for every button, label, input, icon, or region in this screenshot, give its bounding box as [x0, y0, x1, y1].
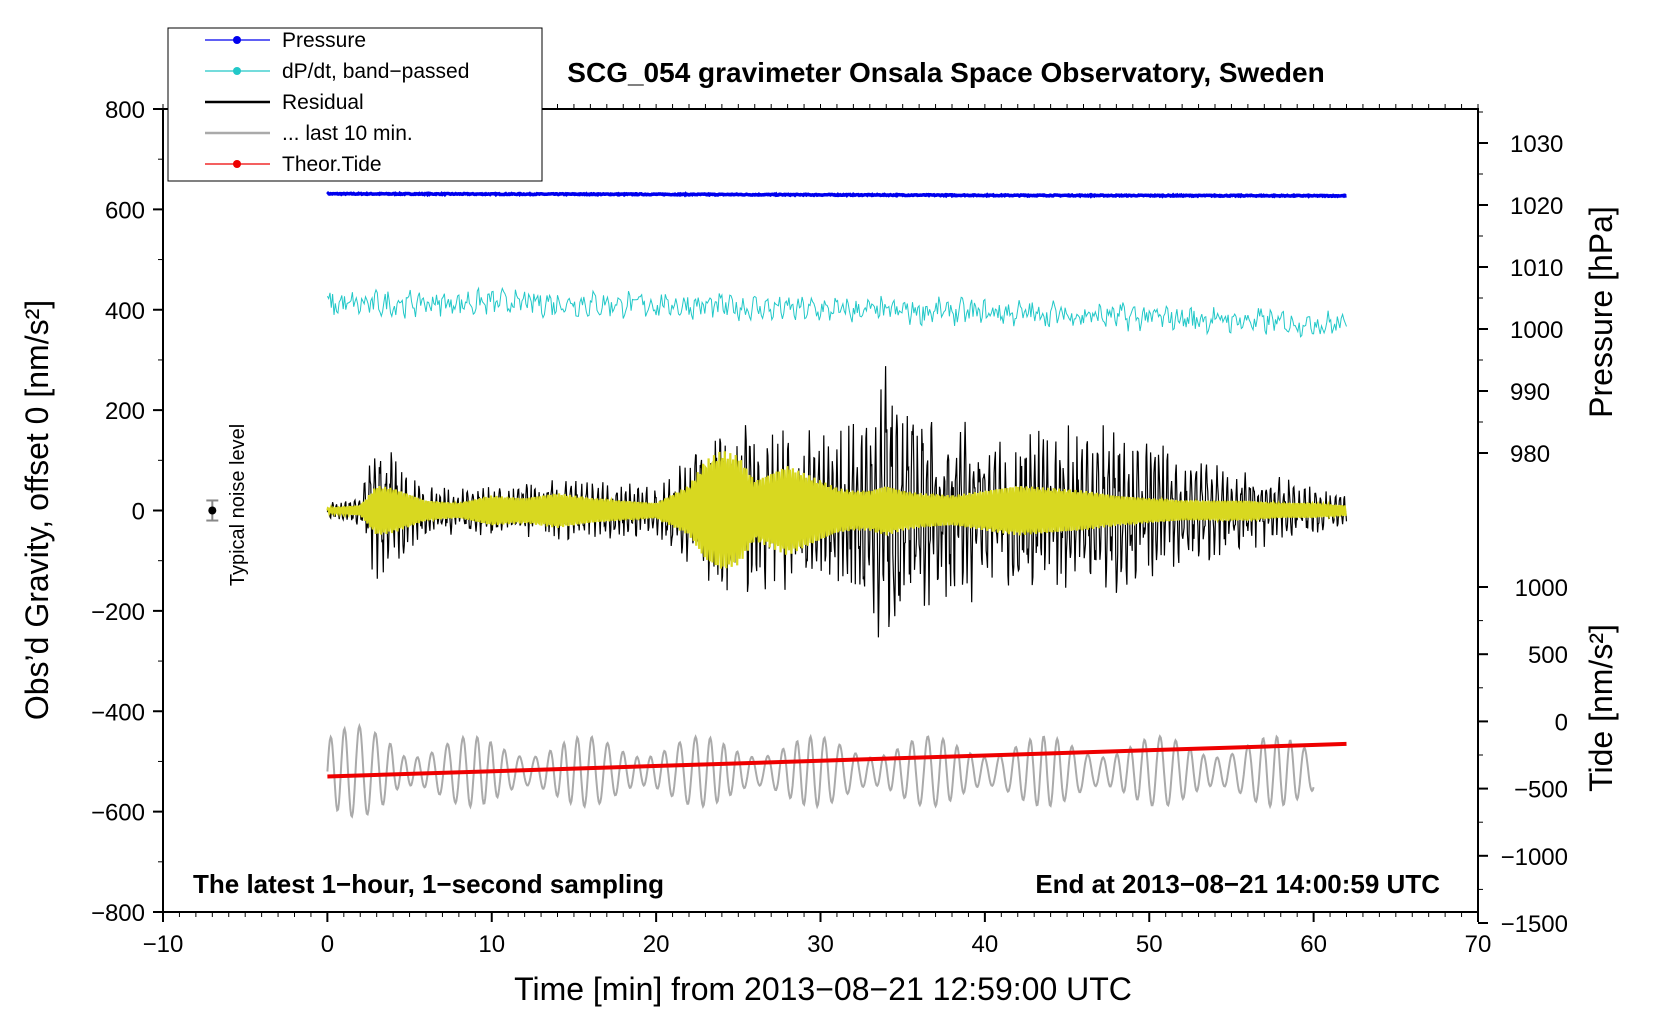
tide-tick-label: −500: [1514, 777, 1568, 804]
x-tick-label: 70: [1465, 931, 1492, 958]
noise-label: Typical noise level: [227, 424, 249, 586]
tide-tick-label: 500: [1528, 642, 1568, 669]
series-pressure: [326, 190, 1347, 199]
x-tick-label: 60: [1300, 931, 1327, 958]
y-tick-label: 400: [105, 298, 145, 325]
x-tick-label: 20: [643, 931, 670, 958]
legend-marker: [233, 67, 241, 75]
tick-layer: −10 0 10 20 30 40 50 60 708006004002000−200−400−…: [91, 97, 1568, 958]
tide-tick-label: 1000: [1515, 575, 1568, 602]
y-tick-label: 600: [105, 197, 145, 224]
chart-title: SCG_054 gravimeter Onsala Space Observat…: [567, 57, 1324, 88]
legend-box: [167, 27, 543, 182]
legend-label: Theor.Tide: [282, 153, 382, 176]
x-tick-label: 0: [321, 931, 334, 958]
pressure-tick-label: 1000: [1510, 317, 1563, 344]
noise-dot: [208, 506, 217, 515]
annotation-end-time: End at 2013−08−21 14:00:59 UTC: [1035, 869, 1440, 899]
pressure-tick-label: 1030: [1510, 131, 1563, 158]
annotation-sampling: The latest 1−hour, 1−second sampling: [193, 869, 664, 899]
tide-tick-label: −1000: [1501, 844, 1568, 871]
x-tick-label: 30: [807, 931, 834, 958]
legend-label: dP/dt, band−passed: [282, 60, 469, 83]
pressure-tick-label: 1020: [1510, 193, 1563, 220]
y-tick-label: −600: [91, 800, 145, 827]
legend: Pressure dP/dt, band−passed Residual ... la…: [167, 27, 543, 182]
pressure-tick-label: 980: [1510, 441, 1550, 468]
legend-marker: [233, 36, 241, 44]
x-tick-label: 10: [478, 931, 505, 958]
series-layer: [326, 190, 1348, 819]
series-dpdt: [326, 286, 1347, 338]
pressure-tick-label: 1010: [1510, 255, 1563, 282]
x-axis-title: Time [min] from 2013−08−21 12:59:00 UTC: [514, 971, 1132, 1007]
y-tick-label: 200: [105, 398, 145, 425]
y-axis-title-tide: Tide [nm/s²]: [1583, 624, 1619, 792]
series-theor-tide: [327, 741, 1347, 779]
y-tick-label: 0: [132, 499, 145, 526]
x-tick-label: 40: [972, 931, 999, 958]
x-tick-label: 50: [1136, 931, 1163, 958]
y-axis-title-left: Obs’d Gravity, offset 0 [nm/s²]: [19, 300, 55, 720]
x-tick-label: −10: [143, 931, 184, 958]
legend-label: Residual: [282, 91, 364, 114]
y-tick-label: −800: [91, 900, 145, 927]
pressure-tick-label: 990: [1510, 379, 1550, 406]
tide-tick-label: −1500: [1501, 911, 1568, 938]
y-axis-title-pressure: Pressure [hPa]: [1583, 206, 1619, 418]
legend-label: ... last 10 min.: [282, 122, 413, 145]
y-tick-label: −400: [91, 699, 145, 726]
series-residual-filtered: [326, 451, 1347, 569]
tide-tick-label: 0: [1555, 709, 1568, 736]
y-tick-label: −200: [91, 599, 145, 626]
y-tick-label: 800: [105, 97, 145, 124]
noise-marker: [206, 499, 219, 522]
legend-marker: [233, 160, 241, 168]
legend-label: Pressure: [282, 29, 366, 52]
series-last-10-min: [326, 722, 1315, 819]
